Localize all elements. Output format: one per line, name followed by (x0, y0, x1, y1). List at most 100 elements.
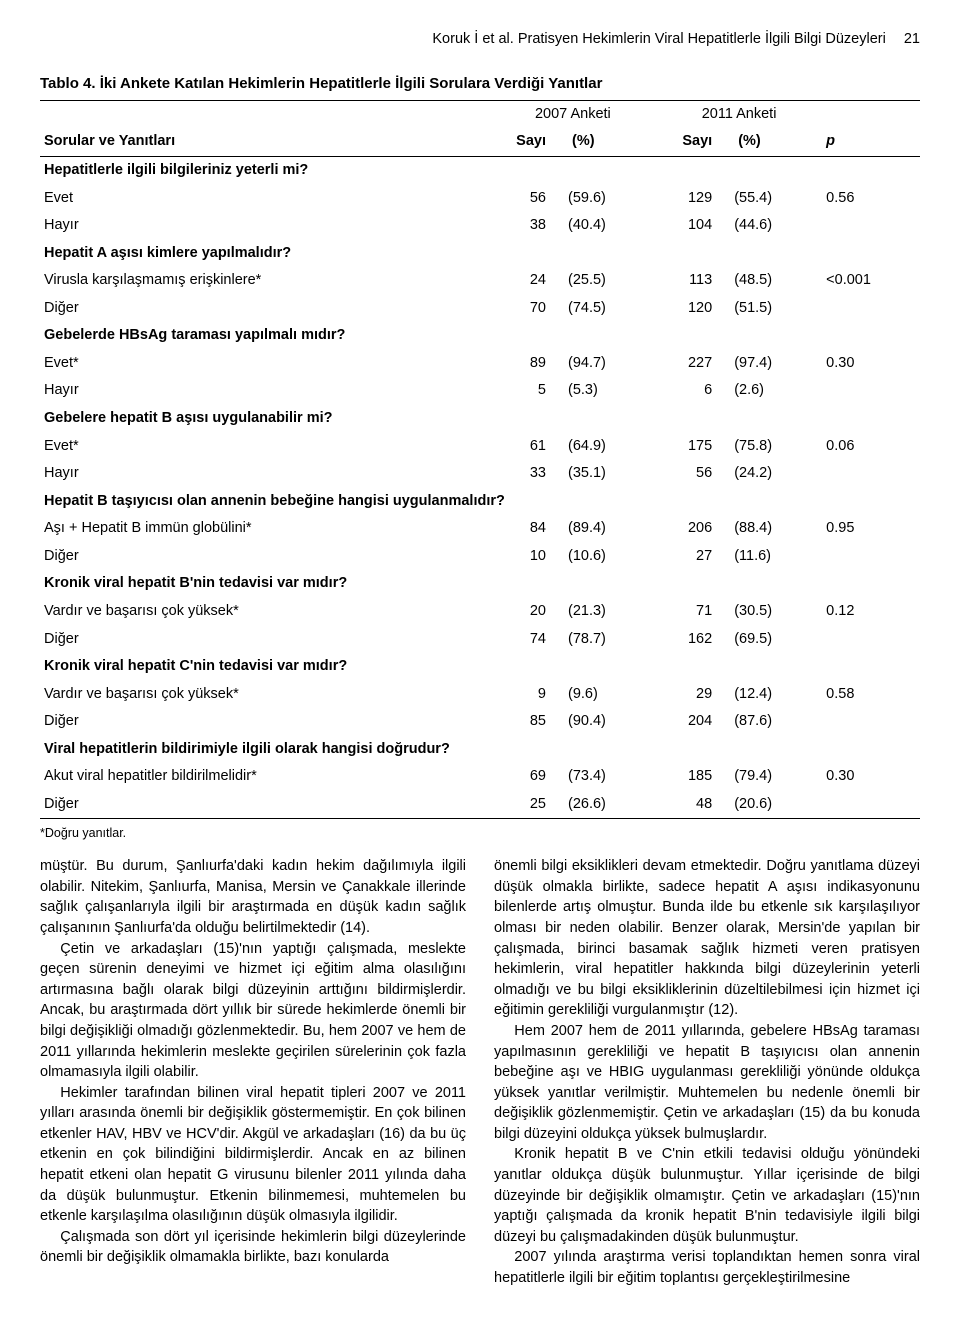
table-cell: 0.12 (822, 598, 920, 626)
table-cell: (90.4) (568, 708, 656, 736)
body-paragraph: Çetin ve arkadaşları (15)'nın yaptığı ça… (40, 939, 466, 1083)
table-cell: (73.4) (568, 763, 656, 791)
table-row: Diğer25(26.6)48(20.6) (40, 791, 920, 819)
table-cell: 56 (656, 460, 734, 488)
table-cell: 0.30 (822, 350, 920, 378)
table-cell: 29 (656, 681, 734, 709)
table-footnote: *Doğru yanıtlar. (40, 825, 920, 842)
col-pct-b: (%) (734, 128, 822, 156)
table-cell: Aşı + Hepatit B immün globülini* (40, 515, 490, 543)
table-cell: Virusla karşılaşmamış erişkinlere* (40, 267, 490, 295)
table-row: Aşı + Hepatit B immün globülini*84(89.4)… (40, 515, 920, 543)
table-cell: 227 (656, 350, 734, 378)
col-sayi-a: Sayı (490, 128, 568, 156)
table-cell: Akut viral hepatitler bildirilmelidir* (40, 763, 490, 791)
running-header: Koruk İ et al. Pratisyen Hekimlerin Vira… (40, 30, 920, 50)
table-cell: Evet* (40, 350, 490, 378)
table-cell: (12.4) (734, 681, 822, 709)
table-cell: 206 (656, 515, 734, 543)
table-cell: 0.95 (822, 515, 920, 543)
table-cell: 0.06 (822, 433, 920, 461)
table-cell: (55.4) (734, 185, 822, 213)
col-group-2007: 2007 Anketi (490, 100, 656, 128)
table-cell: (69.5) (734, 626, 822, 654)
table-cell: 89 (490, 350, 568, 378)
table-cell: 10 (490, 543, 568, 571)
table-cell: <0.001 (822, 267, 920, 295)
table-cell: (2.6) (734, 377, 822, 405)
table-row: Hayır38(40.4)104(44.6) (40, 212, 920, 240)
table-cell: (35.1) (568, 460, 656, 488)
table-cell: (26.6) (568, 791, 656, 819)
table-row: Vardır ve başarısı çok yüksek*9(9.6)29(1… (40, 681, 920, 709)
table-cell: (40.4) (568, 212, 656, 240)
table-cell: (21.3) (568, 598, 656, 626)
table-row: Vardır ve başarısı çok yüksek*20(21.3)71… (40, 598, 920, 626)
table-cell: (5.3) (568, 377, 656, 405)
table-cell: Vardır ve başarısı çok yüksek* (40, 598, 490, 626)
body-col-left: müştür. Bu durum, Şanlıurfa'daki kadın h… (40, 856, 466, 1288)
table-row: Virusla karşılaşmamış erişkinlere*24(25.… (40, 267, 920, 295)
table-cell: 113 (656, 267, 734, 295)
body-paragraph: Hem 2007 hem de 2011 yıllarında, gebeler… (494, 1021, 920, 1144)
table-cell: 85 (490, 708, 568, 736)
table-cell: (48.5) (734, 267, 822, 295)
table-cell: 0.58 (822, 681, 920, 709)
table-cell: Diğer (40, 626, 490, 654)
table-cell: 27 (656, 543, 734, 571)
header-title: Koruk İ et al. Pratisyen Hekimlerin Vira… (432, 31, 885, 47)
table-cell (822, 626, 920, 654)
table-cell: 9 (490, 681, 568, 709)
table-cell: 120 (656, 295, 734, 323)
table-cell: (64.9) (568, 433, 656, 461)
table-cell: 0.56 (822, 185, 920, 213)
body-paragraph: Kronik hepatit B ve C'nin etkili tedavis… (494, 1144, 920, 1247)
table-cell: Hayır (40, 377, 490, 405)
table-cell: (87.6) (734, 708, 822, 736)
table-row: Akut viral hepatitler bildirilmelidir*69… (40, 763, 920, 791)
table-cell: 71 (656, 598, 734, 626)
table-row: Evet*89(94.7)227(97.4)0.30 (40, 350, 920, 378)
table-cell: (74.5) (568, 295, 656, 323)
table-cell: (94.7) (568, 350, 656, 378)
table-cell: (78.7) (568, 626, 656, 654)
table-question: Kronik viral hepatit B'nin tedavisi var … (40, 570, 920, 598)
body-col-right: önemli bilgi eksiklikleri devam etmekted… (494, 856, 920, 1288)
table-cell: Vardır ve başarısı çok yüksek* (40, 681, 490, 709)
table-cell: (97.4) (734, 350, 822, 378)
table-row: Diğer70(74.5)120(51.5) (40, 295, 920, 323)
table-row: Hayır5(5.3)6(2.6) (40, 377, 920, 405)
body-paragraph: 2007 yılında araştırma verisi toplandıkt… (494, 1247, 920, 1288)
body-paragraph: Hekimler tarafından bilinen viral hepati… (40, 1083, 466, 1227)
table-cell (822, 295, 920, 323)
table-row: Diğer10(10.6)27(11.6) (40, 543, 920, 571)
table-cell: 185 (656, 763, 734, 791)
table-cell: 69 (490, 763, 568, 791)
table-cell: (44.6) (734, 212, 822, 240)
table-row: Diğer85(90.4)204(87.6) (40, 708, 920, 736)
table-question: Viral hepatitlerin bildirimiyle ilgili o… (40, 736, 920, 764)
col-sayi-b: Sayı (656, 128, 734, 156)
col-p: p (822, 128, 920, 156)
table-cell: 56 (490, 185, 568, 213)
table-cell: (79.4) (734, 763, 822, 791)
table-cell: Diğer (40, 708, 490, 736)
col-questions: Sorular ve Yanıtları (40, 128, 490, 156)
table-row: Diğer74(78.7)162(69.5) (40, 626, 920, 654)
table-cell: (20.6) (734, 791, 822, 819)
table-row: Hayır33(35.1)56(24.2) (40, 460, 920, 488)
table-cell (822, 543, 920, 571)
body-paragraph: müştür. Bu durum, Şanlıurfa'daki kadın h… (40, 856, 466, 938)
table-question: Gebelerde HBsAg taraması yapılmalı mıdır… (40, 322, 920, 350)
table-cell: Hayır (40, 212, 490, 240)
table-cell: Evet* (40, 433, 490, 461)
table-cell: (11.6) (734, 543, 822, 571)
table-cell: (10.6) (568, 543, 656, 571)
table-cell: Diğer (40, 295, 490, 323)
table-cell: (9.6) (568, 681, 656, 709)
table-cell: 70 (490, 295, 568, 323)
table-question: Hepatitlerle ilgili bilgileriniz yeterli… (40, 156, 920, 184)
table-cell: 162 (656, 626, 734, 654)
table-cell: 5 (490, 377, 568, 405)
table-cell: 48 (656, 791, 734, 819)
